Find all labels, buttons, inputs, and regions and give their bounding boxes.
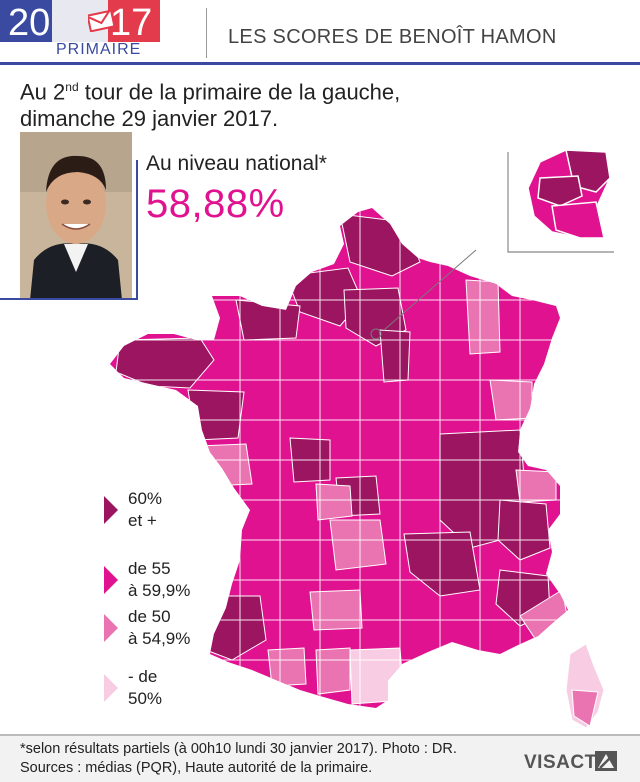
- paris-inset: [527, 149, 611, 239]
- paris-marker: [370, 328, 382, 340]
- legend-label: à 59,9%: [128, 581, 191, 600]
- sources: Sources : médias (PQR), Haute autorité d…: [20, 760, 373, 776]
- header-rule: [0, 62, 640, 65]
- header-divider: [206, 8, 207, 58]
- inset-pointer-line: [383, 249, 477, 331]
- legend-label: à 54,9%: [128, 629, 191, 648]
- header: 20 17 PRIMAIRE LES SCORES DE BENOÎT HAMO…: [0, 0, 640, 62]
- page-title: LES SCORES DE BENOÎT HAMON: [228, 26, 557, 48]
- subtitle: Au 2nd tour de la primaire de la gauche,…: [20, 74, 400, 132]
- subtitle-line2: dimanche 29 janvier 2017.: [20, 106, 279, 132]
- subtitle-line1-pre: Au 2: [20, 79, 66, 105]
- departments-layer: [110, 208, 568, 708]
- visactu-logo-mark: [595, 751, 617, 771]
- legend-label: de 50: [128, 607, 171, 626]
- primaire-2017-logo: 20 17 PRIMAIRE: [0, 0, 160, 62]
- logo-badge: PRIMAIRE: [56, 41, 142, 58]
- legend-label: de 55: [128, 559, 171, 578]
- legend-swatch: [104, 674, 118, 702]
- legend-swatch: [104, 496, 118, 524]
- envelope-icon: [88, 10, 116, 32]
- footer: *selon résultats partiels (à 00h10 lundi…: [0, 734, 640, 782]
- legend-label: - de: [128, 667, 158, 686]
- legend-label: 60%: [128, 489, 163, 508]
- logo-year-right: 17: [110, 2, 153, 44]
- national-label: Au niveau national*: [146, 152, 327, 175]
- inset-frame: [507, 152, 614, 253]
- subtitle-line1-post: tour de la primaire de la gauche,: [78, 79, 401, 105]
- logo-year-left: 20: [8, 2, 51, 44]
- france-map: [110, 149, 614, 729]
- photo-frame-horizontal: [0, 298, 138, 300]
- national-value: 58,88%: [146, 182, 285, 226]
- subtitle-line1-sup: nd: [65, 80, 79, 94]
- legend-label: 50%: [128, 689, 163, 708]
- legend-swatch: [104, 614, 118, 642]
- footnote: *selon résultats partiels (à 00h10 lundi…: [20, 741, 457, 757]
- legend-label: et +: [128, 511, 157, 530]
- legend-swatch: [104, 566, 118, 594]
- photo-frame-vertical: [136, 160, 138, 300]
- brand-name: VISACTU: [524, 752, 611, 773]
- candidate-photo: [20, 132, 132, 300]
